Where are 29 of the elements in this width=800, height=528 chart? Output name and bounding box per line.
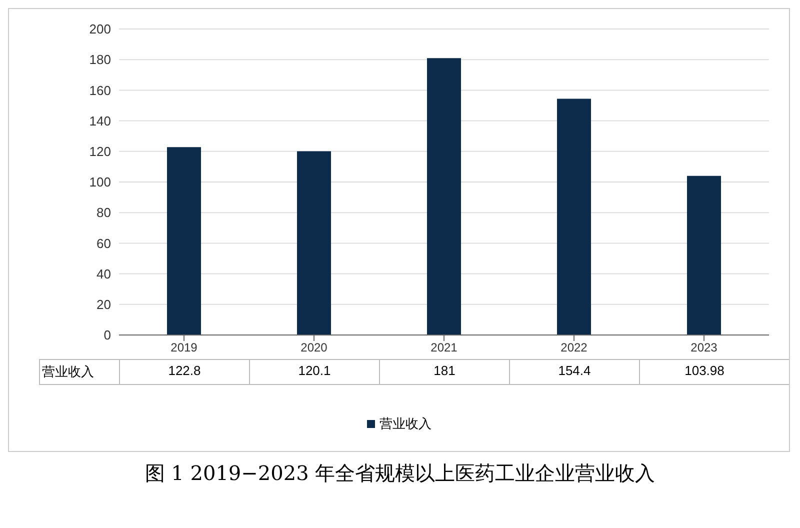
y-tick-label: 180 (89, 52, 111, 68)
y-tick-label: 160 (89, 82, 111, 98)
legend-label: 营业收入 (380, 415, 432, 433)
x-tick-label: 2022 (560, 340, 588, 355)
bar (687, 176, 721, 335)
data-label: 154.4 (509, 360, 639, 384)
data-label: 181 (379, 360, 509, 384)
text: 图 1 2019−2023 年全省规模以上医药工业企业营业收入 (144, 460, 656, 487)
bar (427, 58, 461, 335)
y-tick-label: 200 (89, 22, 111, 37)
y-tick-label: 140 (89, 113, 111, 128)
y-tick-label: 0 (104, 328, 111, 343)
text: 营业收入 (42, 364, 94, 379)
y-tick-label: 120 (89, 144, 111, 160)
bar (297, 151, 331, 335)
bar (167, 147, 201, 335)
x-tick-label: 2020 (300, 340, 328, 355)
y-tick-label: 20 (96, 297, 111, 312)
y-tick-label: 100 (89, 174, 111, 190)
bar (557, 98, 591, 335)
data-label: 122.8 (119, 360, 249, 384)
x-tick-label: 2019 (170, 340, 198, 355)
data-label: 120.1 (249, 360, 379, 384)
x-tick-label: 2023 (690, 340, 718, 355)
y-tick-label: 60 (96, 236, 111, 251)
y-tick-label: 40 (96, 266, 111, 282)
x-tick-label: 2021 (430, 340, 458, 355)
y-tick-label: 80 (96, 205, 111, 220)
data-label: 103.98 (639, 360, 769, 384)
